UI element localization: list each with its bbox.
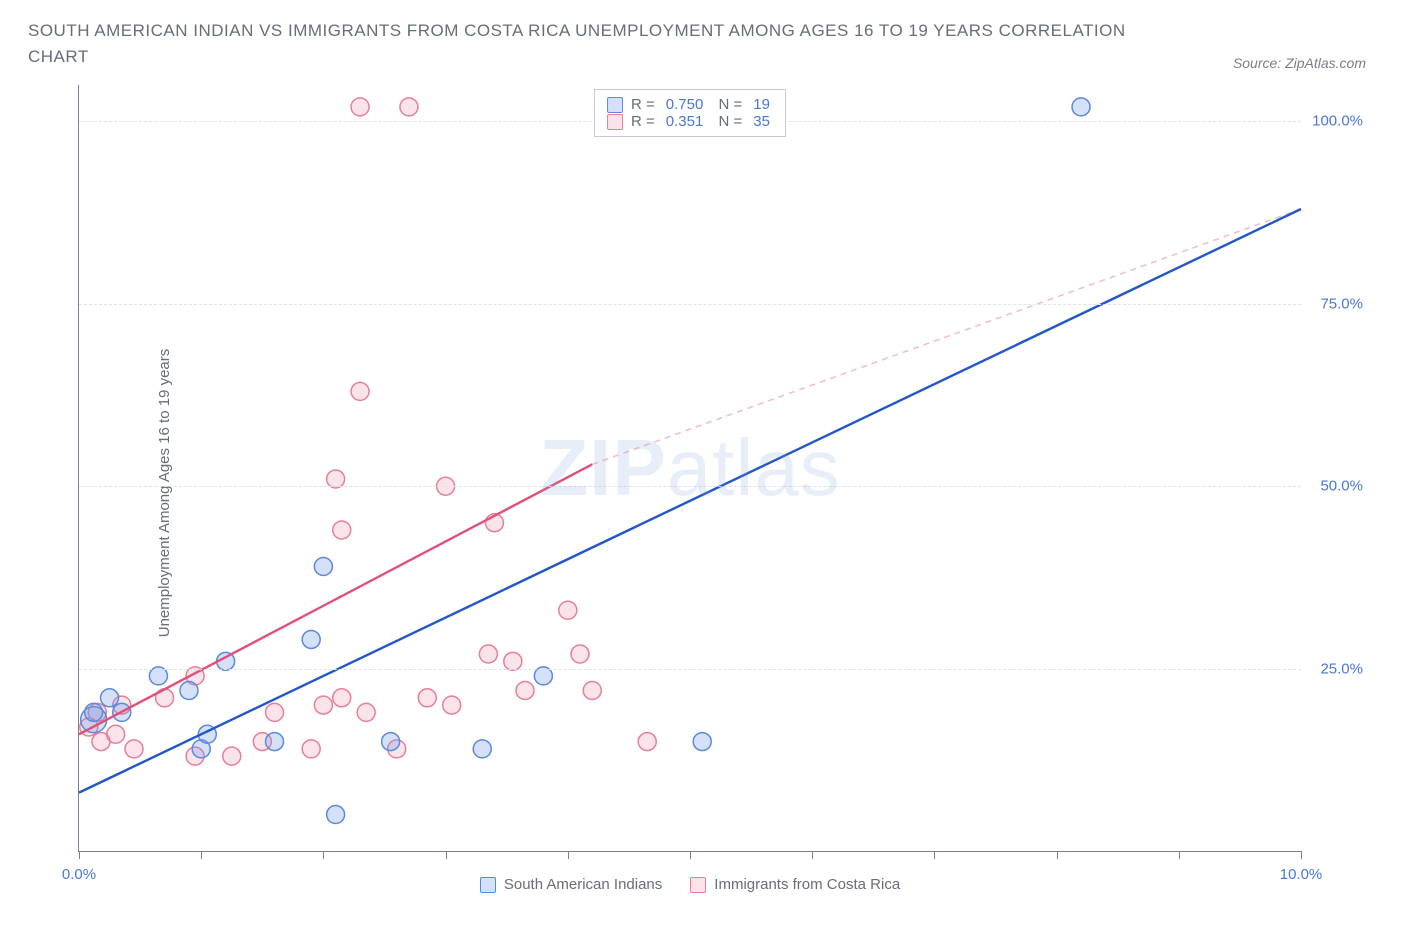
data-point: [516, 682, 534, 700]
y-tick-label: 100.0%: [1312, 113, 1363, 130]
y-tick-label: 50.0%: [1320, 478, 1363, 495]
legend-item: South American Indians: [480, 876, 662, 893]
data-point: [327, 806, 345, 824]
source-attribution: Source: ZipAtlas.com: [1233, 55, 1366, 71]
data-point: [266, 703, 284, 721]
stats-row: R = 0.351 N = 35: [607, 113, 773, 130]
data-point: [149, 667, 167, 685]
data-point: [314, 696, 332, 714]
plot-area: ZIPatlas R = 0.750 N = 19 R = 0.351 N = …: [78, 85, 1301, 852]
stat-label: R =: [631, 113, 655, 130]
stats-row: R = 0.750 N = 19: [607, 96, 773, 113]
data-point: [333, 689, 351, 707]
legend-label-0: South American Indians: [504, 876, 662, 893]
x-tick-label: 10.0%: [1280, 866, 1323, 883]
data-point: [223, 747, 241, 765]
data-point: [473, 740, 491, 758]
legend-swatch-series-0: [607, 97, 623, 113]
data-point: [333, 521, 351, 539]
trend-line-series-0: [79, 209, 1301, 793]
data-point: [504, 652, 522, 670]
data-point: [479, 645, 497, 663]
legend-label-1: Immigrants from Costa Rica: [714, 876, 900, 893]
data-point: [266, 733, 284, 751]
data-point: [638, 733, 656, 751]
data-point: [571, 645, 589, 663]
series-legend: South American Indians Immigrants from C…: [79, 876, 1301, 893]
plot-svg: [79, 85, 1301, 851]
data-point: [101, 689, 119, 707]
data-point: [534, 667, 552, 685]
data-point: [357, 703, 375, 721]
data-point: [583, 682, 601, 700]
data-point: [85, 703, 103, 721]
data-point: [1072, 98, 1090, 116]
legend-swatch-series-1: [607, 114, 623, 130]
y-tick-label: 75.0%: [1320, 295, 1363, 312]
data-point: [693, 733, 711, 751]
data-point: [559, 601, 577, 619]
trend-line-series-1-extrapolated: [592, 209, 1301, 464]
stat-label: N =: [714, 113, 742, 130]
data-point: [351, 382, 369, 400]
data-point: [351, 98, 369, 116]
data-point: [443, 696, 461, 714]
data-point: [327, 470, 345, 488]
legend-swatch-series-0: [480, 877, 496, 893]
data-point: [302, 740, 320, 758]
legend-swatch-series-1: [690, 877, 706, 893]
data-point: [314, 557, 332, 575]
x-tick-label: 0.0%: [62, 866, 96, 883]
data-point: [400, 98, 418, 116]
y-tick-label: 25.0%: [1320, 660, 1363, 677]
data-point: [418, 689, 436, 707]
stats-legend: R = 0.750 N = 19 R = 0.351 N = 35: [594, 89, 786, 137]
chart-container: Unemployment Among Ages 16 to 19 years Z…: [30, 85, 1366, 900]
n-value-0: 19: [753, 96, 770, 113]
data-point: [107, 725, 125, 743]
data-point: [180, 682, 198, 700]
data-point: [382, 733, 400, 751]
stat-label: N =: [714, 96, 742, 113]
r-value-0: 0.750: [666, 96, 704, 113]
data-point: [125, 740, 143, 758]
r-value-1: 0.351: [666, 113, 704, 130]
stat-label: R =: [631, 96, 655, 113]
n-value-1: 35: [753, 113, 770, 130]
chart-title: SOUTH AMERICAN INDIAN VS IMMIGRANTS FROM…: [28, 18, 1128, 69]
data-point: [302, 630, 320, 648]
legend-item: Immigrants from Costa Rica: [690, 876, 900, 893]
